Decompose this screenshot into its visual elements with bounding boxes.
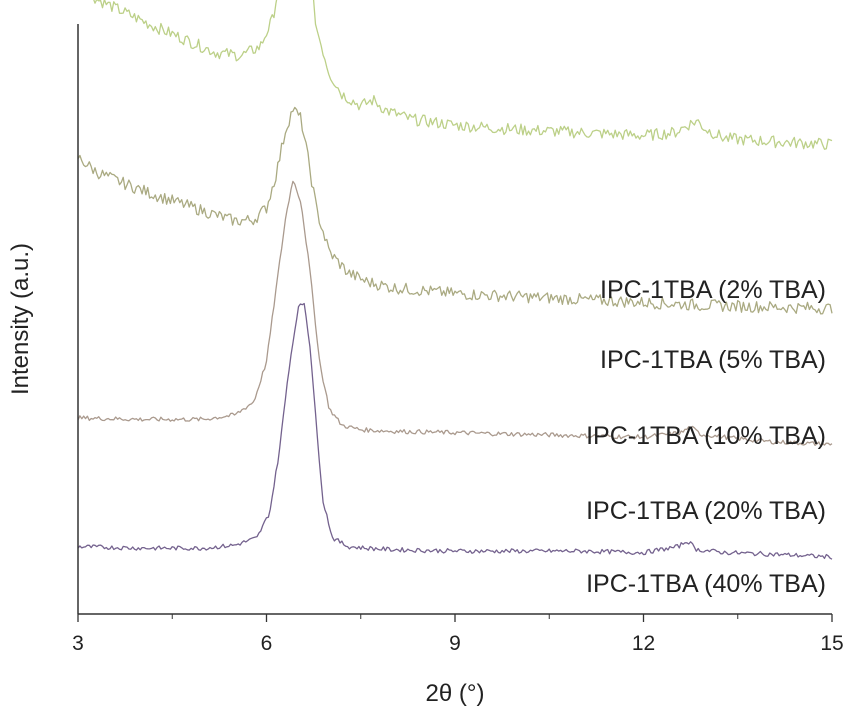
x-tick-label: 12 — [632, 632, 655, 655]
x-axis-title: 2θ (°) — [426, 680, 485, 707]
series-line-4 — [77, 180, 833, 447]
x-tick-label: 15 — [820, 632, 843, 655]
series-line-2 — [93, 0, 833, 150]
series-label-3: IPC-1TBA (10% TBA) — [586, 422, 826, 450]
x-ticks: 3 6 9 12 15 — [72, 614, 844, 655]
series-line-5 — [77, 302, 833, 560]
x-tick-label: 3 — [72, 632, 84, 655]
series-label-4: IPC-1TBA (20% TBA) — [586, 497, 826, 525]
series-label-2: IPC-1TBA (5% TBA) — [600, 346, 826, 374]
series-label-5: IPC-1TBA (40% TBA) — [586, 570, 826, 598]
series-label-1: IPC-1TBA (2% TBA) — [600, 276, 826, 304]
x-tick-label: 9 — [449, 632, 461, 655]
traces-layer — [77, 0, 833, 560]
x-tick-label: 6 — [261, 632, 273, 655]
y-axis-title: Intensity (a.u.) — [7, 243, 34, 395]
series-labels: IPC-1TBA (2% TBA) IPC-1TBA (5% TBA) IPC-1T… — [586, 276, 826, 598]
series-line-3 — [77, 106, 833, 315]
